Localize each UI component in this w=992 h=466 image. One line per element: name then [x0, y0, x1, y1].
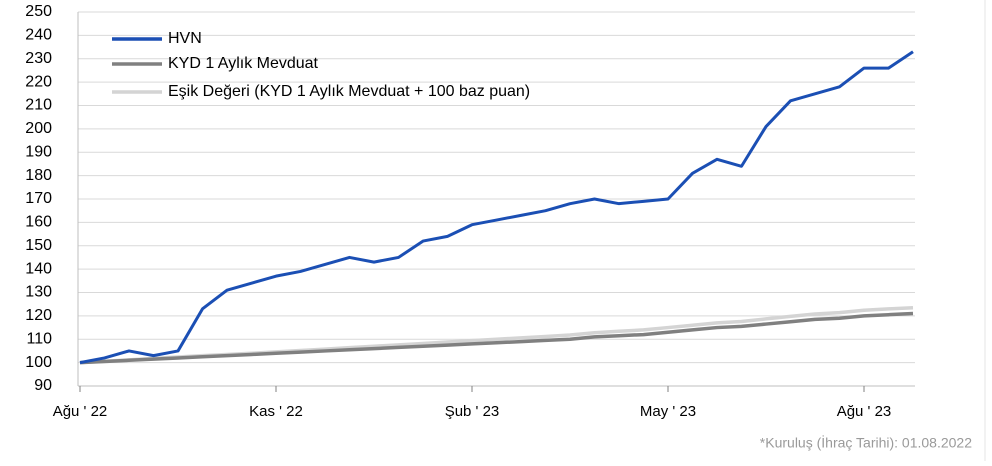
x-tick-label: Ağu ' 22 — [53, 403, 108, 420]
y-tick-label: 90 — [34, 377, 52, 394]
series-line — [79, 311, 914, 365]
x-tick-label: Şub ' 23 — [445, 403, 500, 420]
y-tick-label: 220 — [25, 73, 52, 90]
y-tick-label: 250 — [25, 3, 52, 20]
footnote: *Kuruluş (İhraç Tarihi): 01.08.2022 — [760, 434, 972, 451]
y-tick-label: 130 — [25, 284, 52, 301]
y-tick-label: 120 — [25, 307, 52, 324]
y-tick-label: 170 — [25, 190, 52, 207]
y-tick-label: 230 — [25, 50, 52, 67]
legend-label: Eşik Değeri (KYD 1 Aylık Mevduat + 100 b… — [168, 83, 530, 100]
y-tick-label: 190 — [25, 143, 52, 160]
y-tick-label: 150 — [25, 237, 52, 254]
y-tick-label: 100 — [25, 354, 52, 371]
x-tick-label: Kas ' 22 — [249, 403, 303, 420]
y-tick-label: 160 — [25, 214, 52, 231]
y-tick-label: 180 — [25, 167, 52, 184]
x-tick-label: Ağu ' 23 — [837, 403, 892, 420]
series-line — [79, 50, 914, 365]
y-tick-label: 240 — [25, 27, 52, 44]
y-tick-label: 110 — [26, 330, 52, 347]
y-tick-label: 210 — [25, 97, 52, 114]
x-tick-label: May ' 23 — [640, 403, 696, 420]
y-tick-label: 140 — [25, 260, 52, 277]
legend-label: KYD 1 Aylık Mevduat — [168, 55, 319, 72]
legend-label: HVN — [168, 30, 202, 47]
y-tick-label: 200 — [25, 120, 52, 137]
